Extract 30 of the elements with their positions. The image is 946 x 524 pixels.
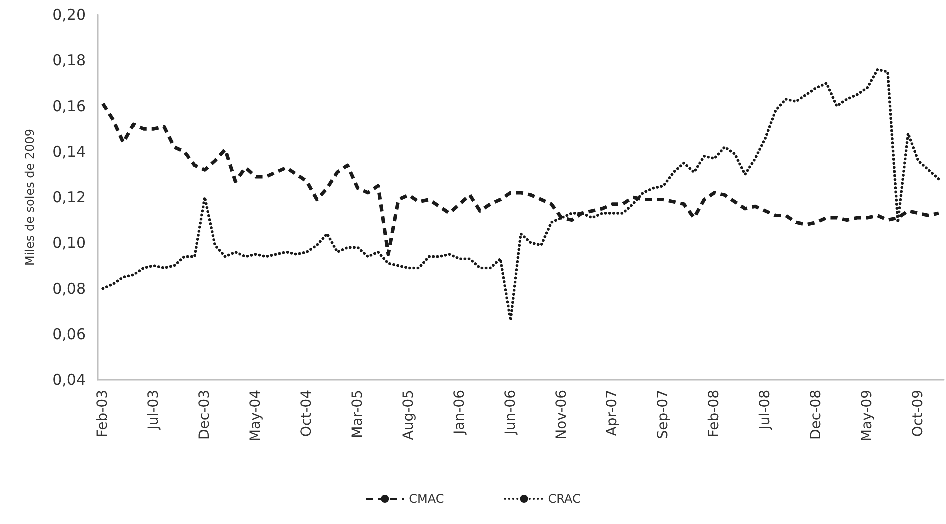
legend-label: CRAC <box>548 492 581 506</box>
x-tick-label: Jul-08 <box>758 390 774 431</box>
y-tick-label: 0,18 <box>52 52 86 70</box>
x-tick-label: Apr-07 <box>604 390 621 436</box>
y-tick-label: 0,12 <box>52 188 86 206</box>
y-tick-label: 0,20 <box>52 6 86 24</box>
y-tick-label: 0,06 <box>52 325 86 344</box>
y-tick-label: 0,08 <box>52 280 86 298</box>
y-axis-title: Miles de soles de 2009 <box>23 128 37 266</box>
x-tick-label: Feb-08 <box>706 390 723 438</box>
x-tick-label: Sep-07 <box>656 390 672 440</box>
x-tick-label: May-04 <box>248 390 264 442</box>
x-tick-label: Jan-06 <box>452 390 468 436</box>
x-tick-label: Oct-04 <box>298 390 315 438</box>
x-tick-label: Jun-06 <box>502 390 519 436</box>
x-tick-label: Dec-08 <box>808 390 825 440</box>
y-tick-label: 0,10 <box>52 234 86 252</box>
legend-label: CMAC <box>409 492 444 506</box>
x-tick-label: May-09 <box>860 390 876 442</box>
y-tick-label: 0,16 <box>52 97 86 116</box>
y-tick-label: 0,14 <box>52 142 86 161</box>
x-tick-label: Mar-05 <box>350 390 366 438</box>
x-tick-label: Feb-03 <box>95 390 112 438</box>
x-tick-label: Nov-06 <box>554 390 570 440</box>
x-tick-label: Jul-03 <box>146 390 162 431</box>
y-tick-label: 0,04 <box>52 371 86 389</box>
line-series <box>102 68 940 322</box>
x-tick-label: Oct-09 <box>910 390 927 438</box>
x-tick-label: Aug-05 <box>400 390 417 440</box>
x-tick-label: Dec-03 <box>197 390 214 440</box>
